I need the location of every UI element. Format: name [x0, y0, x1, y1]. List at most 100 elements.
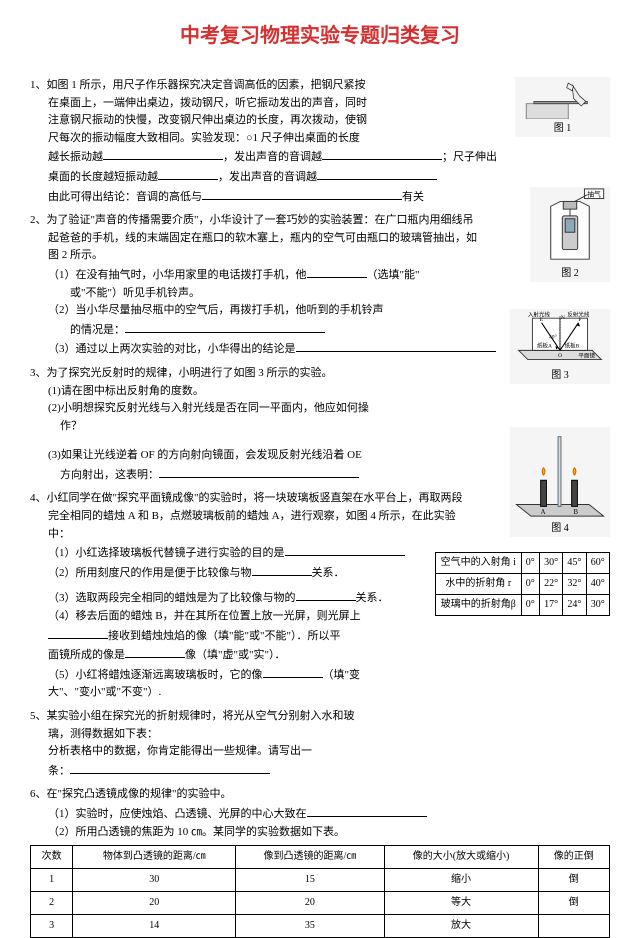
q4-s3b: 关系．: [356, 592, 389, 604]
q3-l1: 3、为了探究光反射时的规律，小明进行了如图 3 所示的实验。: [30, 365, 500, 383]
q5-l4: 条：: [48, 765, 70, 777]
figure-3-label: 图 3: [551, 368, 569, 384]
svg-text:O: O: [558, 353, 562, 359]
q5-l2: 璃，测得数据如下表：: [30, 726, 430, 744]
cell: 3: [31, 915, 73, 938]
blank: [296, 588, 356, 601]
cell: 35: [236, 915, 384, 938]
cell: 30°: [586, 595, 609, 616]
q2-s1c: 或"不能"）听见手机铃声。: [30, 285, 500, 303]
cell: 22°: [539, 574, 562, 595]
cell: 物体到凸透镜的距离/㎝: [73, 846, 236, 869]
q2-s1a: （1）在没有抽气时，小华用家里的电话拨打手机，他: [48, 269, 307, 281]
cell: 0°: [521, 595, 539, 616]
cell: 次数: [31, 846, 73, 869]
fig2-tag: 抽气: [587, 190, 601, 199]
cell: 0°: [521, 553, 539, 574]
cell: 0°: [521, 574, 539, 595]
blank: [307, 265, 367, 278]
cell: 1: [31, 869, 73, 892]
figure-1: 图 1: [515, 77, 610, 137]
q3-s2b: 作？: [30, 418, 500, 436]
cell: 30: [73, 869, 236, 892]
q4-l1: 4、小红同学在做"探究平面镜成像"的实验时，将一块玻璃板竖直架在水平台上，再取两…: [30, 490, 500, 508]
cell: 水中的折射角 r: [436, 574, 522, 595]
q5-l3: 分析表格中的数据，你肯定能得出一些规律。请写出一: [30, 743, 430, 761]
figure-3: 平面镜 纸板A 纸板B 40° 入射光线 反射光线 E N F O 图 3: [510, 309, 610, 384]
q1-l5a: 越长振动越: [48, 151, 103, 163]
q6-s1: （1）实验时，应使烛焰、凸透镜、光屏的中心大致在: [48, 808, 307, 820]
figure-1-label: 图 1: [554, 121, 572, 137]
cell: 缩小: [384, 869, 538, 892]
cell: 倒: [538, 869, 609, 892]
blank: [158, 167, 218, 180]
cell: 20: [236, 892, 384, 915]
q1-l7a: 由此可得出结论：音调的高低与: [48, 191, 202, 203]
fig3-angle: 40°: [549, 333, 557, 340]
q1-l2: 在桌面上，一端伸出桌边，拨动钢尺，听它振动发出的声音，同时: [30, 95, 500, 113]
q4-s4b: 接收到蜡烛烛焰的像（填"能"或"不能"）．所以平: [108, 630, 340, 642]
q3-s3: (3)如果让光线逆着 OF 的方向射向镜面，会发现反射光线沿着 OE: [30, 447, 500, 465]
svg-text:N: N: [561, 315, 565, 321]
page-title: 中考复习物理实验专题归类复习: [30, 20, 610, 52]
q2-l3: 图 2 所示。: [30, 247, 500, 265]
cell: 像的正倒: [538, 846, 609, 869]
cell: 30°: [539, 553, 562, 574]
q4-s4c: 面镜所成的像是: [48, 649, 125, 661]
cell: 20: [73, 892, 236, 915]
table-row: 空气中的入射角 i 0° 30° 45° 60°: [436, 553, 610, 574]
refraction-table: 空气中的入射角 i 0° 30° 45° 60° 水中的折射角 r 0° 22°…: [435, 552, 610, 616]
q4-l3: 中：: [30, 526, 500, 544]
cell: 空气中的入射角 i: [436, 553, 522, 574]
blank: [252, 563, 312, 576]
blank: [285, 543, 405, 556]
cell: 2: [31, 892, 73, 915]
q4-s1: （1）小红选择玻璃板代替镜子进行实验的目的是: [48, 547, 285, 559]
cell: 45°: [563, 553, 586, 574]
q2-s1b: （选填"能": [367, 269, 420, 281]
q2-l1: 2、为了验证"声音的传播需要介质"，小华设计了一套巧妙的实验装置：在广口瓶内用细…: [30, 212, 500, 230]
q1-l5c: ；尺子伸出: [442, 151, 497, 163]
q4-s5b: （填"变: [323, 669, 361, 681]
cell: 放大: [384, 915, 538, 938]
q1-l5b: ，发出声音的音调越: [223, 151, 322, 163]
svg-text:B: B: [574, 509, 579, 516]
q4-s3a: （3）选取两段完全相同的蜡烛是为了比较像与物的: [48, 592, 296, 604]
content-area: 图 1 抽气 图 2 平面镜 纸板A 纸板B 40°: [30, 77, 610, 938]
q4-s4a: （4）移去后面的蜡烛 B，并在其所在位置上放一光屏，则光屏上: [30, 608, 430, 626]
q1-l6a: 桌面的长度越短振动越: [48, 171, 158, 183]
figure-4-label: 图 4: [551, 521, 569, 537]
figure-4: A B 图 4: [510, 427, 610, 537]
blank: [125, 645, 185, 658]
fig3-boardB: 纸板B: [565, 342, 580, 350]
q1-l3: 注意钢尺振动的快慢，改变钢尺伸出桌边的长度，再次拨动，使钢: [30, 112, 500, 130]
cell: 40°: [586, 574, 609, 595]
blank: [70, 761, 270, 774]
q1-l6b: ，发出声音的音调越: [218, 171, 317, 183]
q2-s3a: （3）通过以上两次实验的对比，小华得出的结论是: [48, 343, 296, 355]
q3-s1: (1)请在图中标出反射角的度数。: [30, 383, 500, 401]
figure-2: 抽气 图 2: [530, 187, 610, 282]
cell: 17°: [539, 595, 562, 616]
q3-s2: (2)小明想探究反射光线与入射光线是否在同一平面内，他应如何操: [30, 400, 500, 418]
blank: [202, 187, 402, 200]
q2-s2: （2）当小华尽量抽尽瓶中的空气后，再拨打手机，他听到的手机铃声: [30, 302, 500, 320]
cell: [538, 915, 609, 938]
q4-s5a: （5）小红将蜡烛逐渐远离玻璃板时，它的像: [48, 669, 263, 681]
q4-s2b: 关系．: [312, 567, 345, 579]
table-row: 2 20 20 等大 倒: [31, 892, 610, 915]
table-row: 玻璃中的折射角β 0° 17° 24° 30°: [436, 595, 610, 616]
q2-s2b: 的情况是：: [70, 324, 125, 336]
cell: 60°: [586, 553, 609, 574]
blank: [125, 320, 325, 333]
cell: 倒: [538, 892, 609, 915]
svg-text:F: F: [578, 317, 581, 323]
blank: [322, 147, 442, 160]
svg-text:A: A: [541, 509, 546, 516]
table-row: 次数 物体到凸透镜的距离/㎝ 像到凸透镜的距离/㎝ 像的大小(放大或缩小) 像的…: [31, 846, 610, 869]
cell: 玻璃中的折射角β: [436, 595, 522, 616]
blank: [317, 167, 437, 180]
cell: 14: [73, 915, 236, 938]
fig3-boardA: 纸板A: [537, 342, 552, 350]
q1-l4: 尺每次的振动幅度大致相同。实验发现：○1 尺子伸出桌面的长度: [30, 130, 500, 148]
